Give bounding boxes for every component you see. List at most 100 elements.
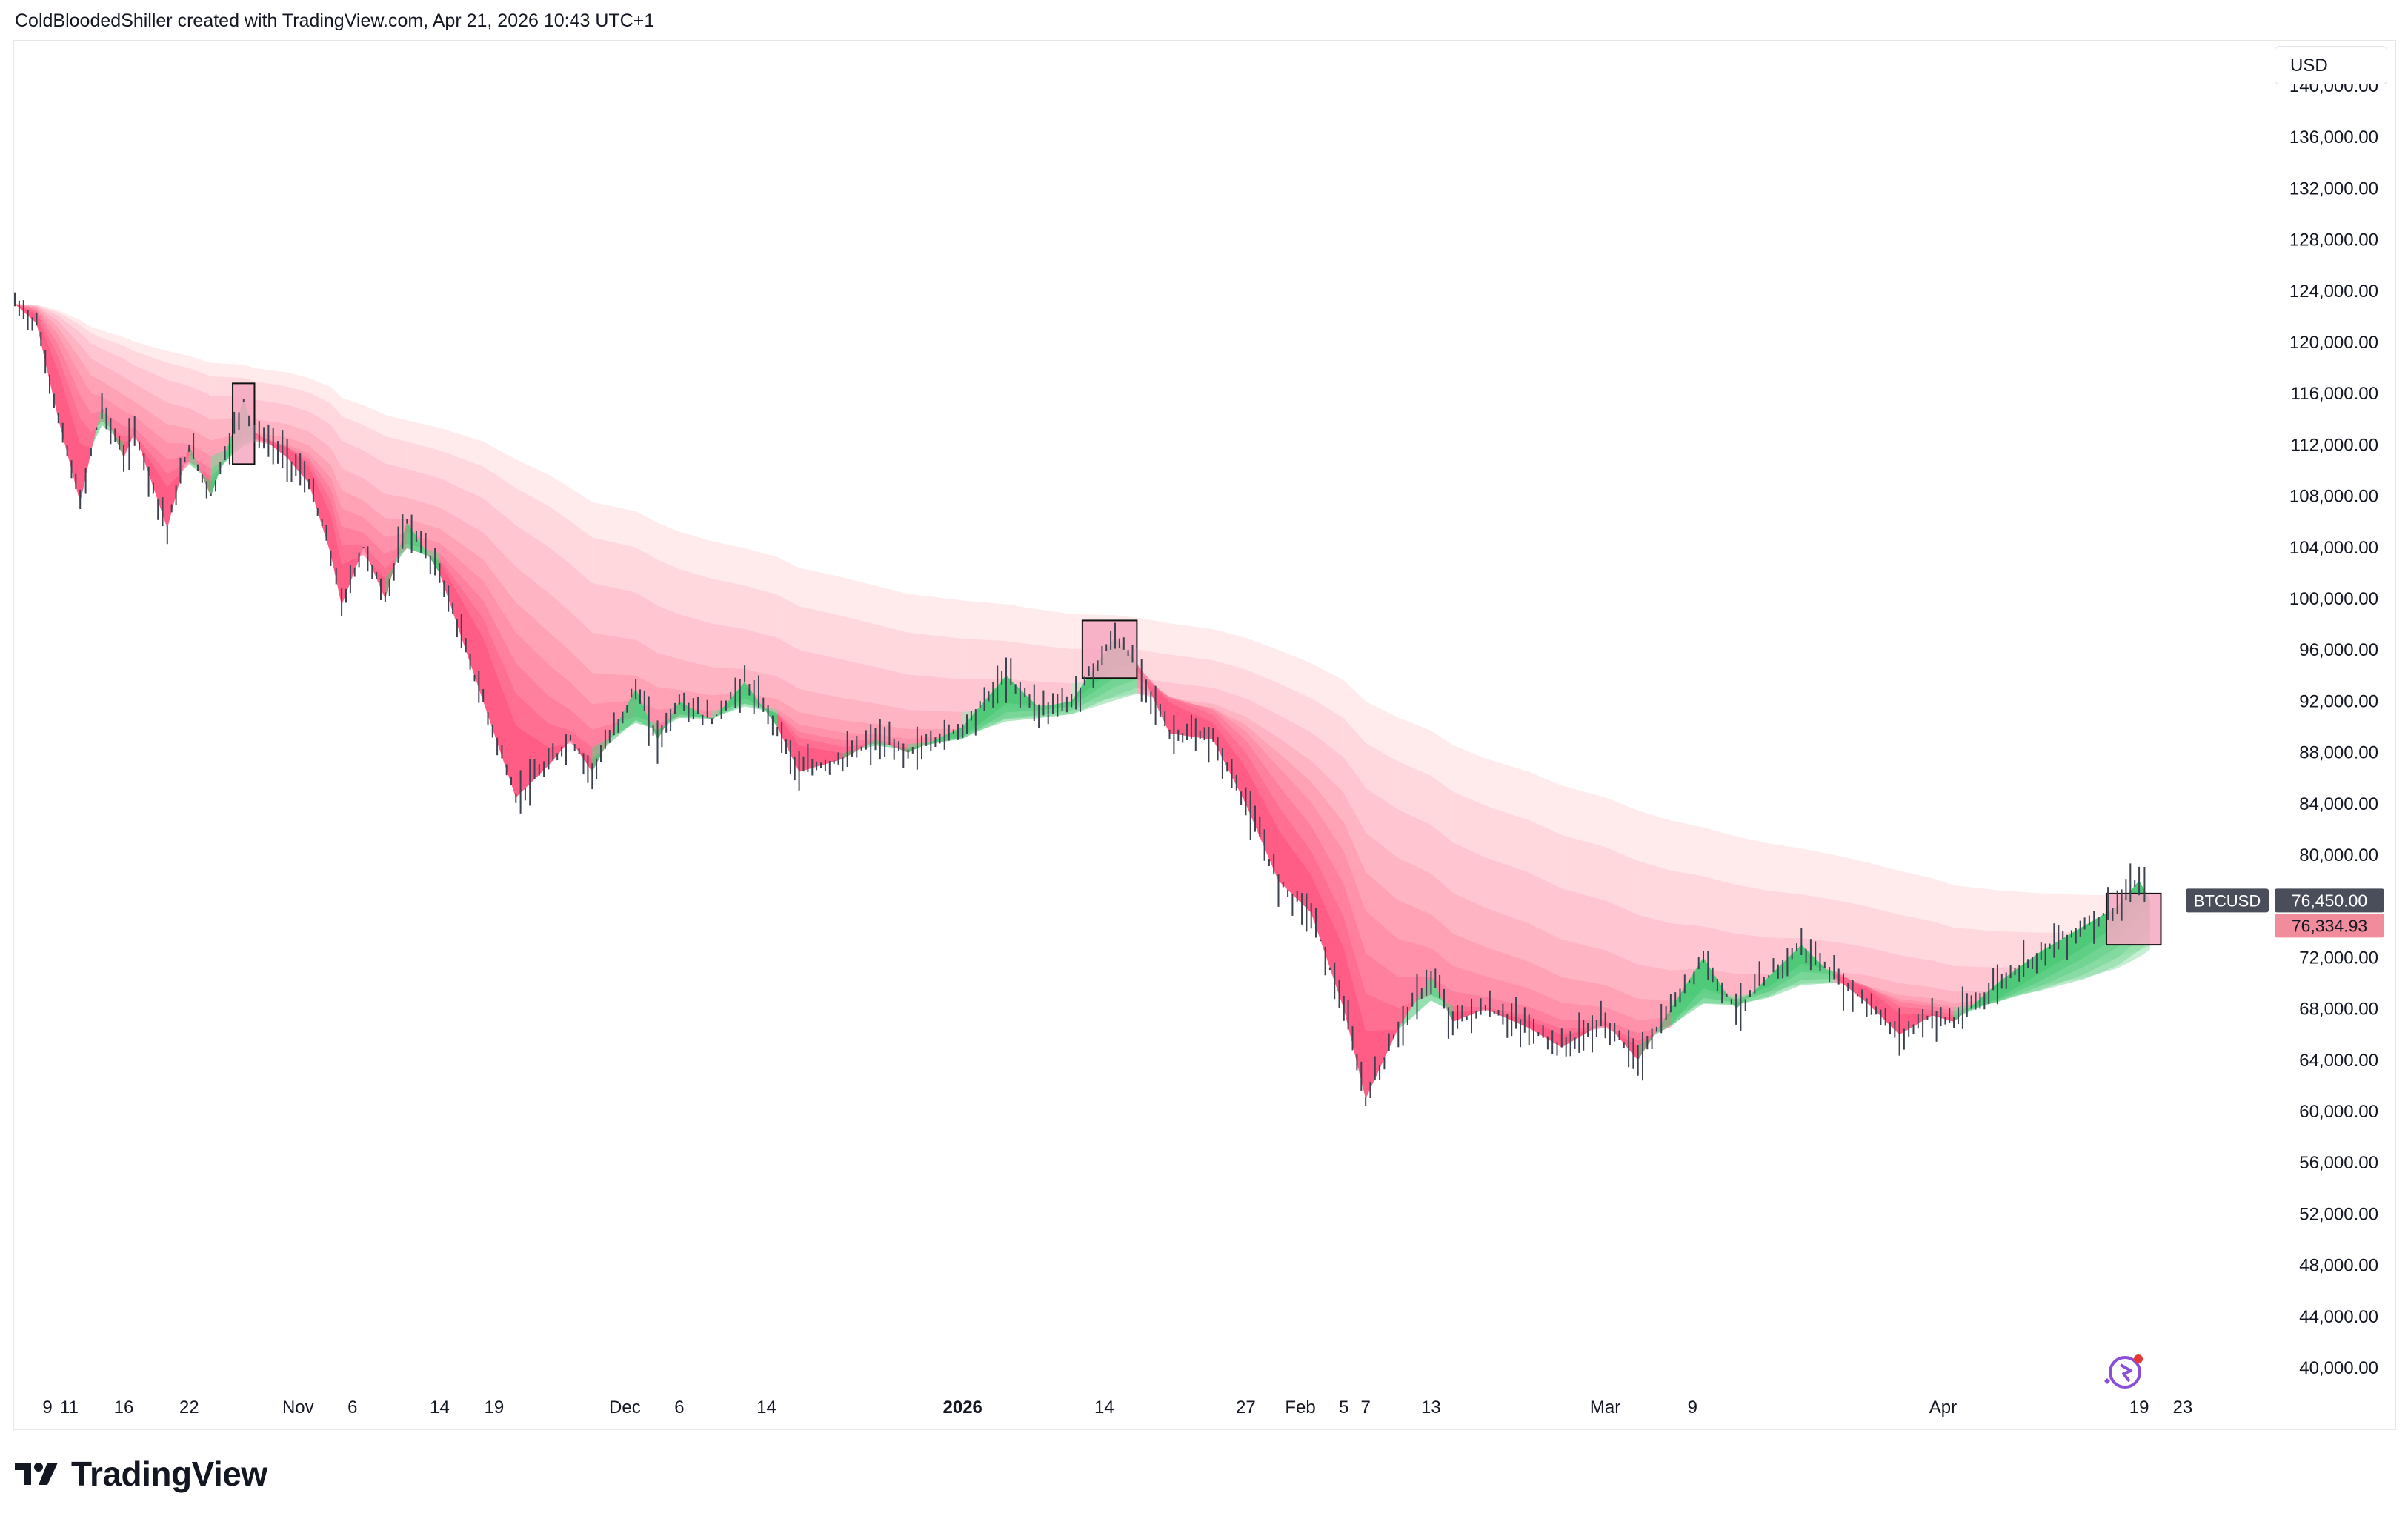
ribbon-band-segment — [799, 745, 843, 772]
time-tick-label: 6 — [674, 1397, 684, 1417]
ribbon-band-segment — [1431, 977, 1453, 1022]
price-tick-label: 112,000.00 — [2291, 435, 2378, 455]
price-tick-label: 132,000.00 — [2289, 179, 2378, 199]
price-tick-label: 100,000.00 — [2289, 589, 2378, 609]
time-tick-label: 27 — [1236, 1397, 1256, 1417]
ribbon-band-segment — [1801, 938, 1835, 977]
ribbon-band-segment — [15, 304, 37, 324]
price-tick-label: 116,000.00 — [2291, 384, 2378, 404]
ribbon-band-segment — [1769, 945, 1802, 988]
price-tick-label: 40,000.00 — [2299, 1358, 2378, 1378]
ribbon-band-segment — [1703, 957, 1737, 1009]
price-tick-label: 64,000.00 — [2299, 1051, 2378, 1071]
price-tick-label: 60,000.00 — [2299, 1102, 2378, 1122]
chart-frame — [13, 40, 2396, 1430]
time-tick-label: 14 — [1094, 1397, 1114, 1417]
time-tick-label: 2026 — [943, 1397, 982, 1417]
ribbon-band-segment — [1736, 977, 1769, 1009]
time-tick-label: 7 — [1361, 1397, 1371, 1417]
ribbon-band-segment — [483, 638, 516, 798]
ribbon-band-segment — [516, 725, 549, 798]
time-tick-label: Nov — [282, 1397, 314, 1417]
ribbon-band-segment — [1637, 1008, 1671, 1060]
ribbon-band-segment — [1769, 937, 1802, 977]
ribbon-band-segment — [254, 432, 287, 458]
ribbon-band-segment — [2041, 925, 2085, 973]
ribbon-band-segment — [330, 514, 342, 605]
secondary-price-badge — [2275, 914, 2384, 938]
ribbon-band-segment — [102, 406, 124, 458]
ribbon-band-segment — [1954, 983, 1998, 1022]
highlight-box[interactable] — [2105, 892, 2162, 946]
price-tick-label: 136,000.00 — [2289, 127, 2378, 147]
time-tick-label: 23 — [2173, 1397, 2193, 1417]
time-tick-label: 13 — [1421, 1397, 1441, 1417]
time-tick-label: Feb — [1285, 1397, 1315, 1417]
ribbon-layer — [15, 304, 2150, 1099]
ribbon-band-segment — [385, 522, 408, 599]
highlight-box[interactable] — [1081, 619, 1138, 679]
ribbon-band-segment — [548, 739, 571, 765]
price-tick-label: 104,000.00 — [2289, 538, 2378, 558]
ribbon-band-segment — [1561, 1021, 1606, 1048]
candle-layer — [14, 292, 2146, 1106]
price-tick-label: 96,000.00 — [2299, 640, 2378, 660]
highlight-box[interactable] — [232, 382, 256, 465]
time-axis: 9 11 16 22 Nov 6 14 19 Dec 6 14 2026 14 27 Feb 5 7 13 Mar 9… — [42, 1397, 2192, 1417]
ribbon-band-segment — [1398, 977, 1431, 1030]
ribbon-band-segment — [167, 445, 190, 528]
ribbon-band-segment — [124, 432, 135, 458]
replay-icon[interactable] — [2104, 1354, 2143, 1389]
time-tick-label: Apr — [1929, 1397, 1957, 1417]
last-price-text: 76,450.00 — [2292, 891, 2367, 910]
tradingview-logo-icon — [15, 1463, 58, 1485]
time-tick-label: 5 — [1339, 1397, 1348, 1417]
ribbon-band-segment — [570, 739, 593, 772]
ribbon-band-segment — [1213, 722, 1246, 804]
ribbon-band-segment — [1039, 701, 1072, 708]
symbol-badge-text: BTCUSD — [2194, 891, 2261, 910]
ribbon-band-segment — [745, 682, 778, 727]
ribbon-band-segment — [1899, 1014, 1932, 1035]
ribbon-band-segment — [1605, 1021, 1638, 1060]
last-price-badge — [2275, 888, 2384, 913]
price-tick-label: 56,000.00 — [2299, 1153, 2378, 1173]
ribbon-band-segment — [1485, 1008, 1529, 1028]
price-tick-label: 84,000.00 — [2299, 794, 2378, 814]
ribbon-band-segment — [134, 432, 167, 528]
time-tick-label: 19 — [485, 1397, 505, 1417]
price-tick-label: 88,000.00 — [2299, 743, 2378, 763]
price-tick-label: 44,000.00 — [2299, 1307, 2378, 1327]
price-badges: BTCUSD 76,450.00 76,334.93 — [2186, 888, 2384, 938]
ribbon-band-segment — [58, 372, 81, 503]
price-axis: 140,000.00136,000.00132,000.00128,000.00… — [2289, 76, 2378, 1378]
time-tick-label: 16 — [114, 1397, 134, 1417]
price-tick-label: 52,000.00 — [2299, 1204, 2378, 1224]
ribbon-band-segment — [189, 445, 211, 496]
price-tick-label: 68,000.00 — [2299, 1000, 2378, 1020]
price-tick-label: 128,000.00 — [2289, 230, 2378, 250]
ribbon-band-segment — [1245, 767, 1279, 881]
ribbon-band-segment — [1529, 1020, 1562, 1048]
time-tick-label: 11 — [60, 1397, 79, 1417]
currency-selector[interactable]: USD — [2275, 46, 2387, 84]
ribbon-band-segment — [1366, 1028, 1399, 1099]
ribbon-band-segment — [1866, 988, 1900, 1035]
brand-name: TradingView — [71, 1455, 267, 1493]
price-tick-label: 80,000.00 — [2299, 845, 2378, 865]
ribbon-band-segment — [1006, 675, 1040, 708]
secondary-price-text: 76,334.93 — [2292, 916, 2367, 935]
ribbon-band-segment — [363, 547, 385, 599]
time-tick-label: Mar — [1590, 1397, 1620, 1417]
ribbon-band-segment — [1452, 1008, 1486, 1022]
ribbon-band-segment — [287, 447, 309, 484]
ribbon-band-segment — [679, 701, 712, 721]
ribbon-band-segment — [342, 547, 364, 605]
ribbon-band-segment — [1278, 829, 1311, 913]
highlight-box-layer — [232, 382, 2162, 946]
brand-footer: TradingView — [15, 1454, 267, 1494]
ribbon-band-segment — [1834, 971, 1867, 1003]
ribbon-band-segment — [1137, 662, 1170, 734]
ribbon-band-segment — [1670, 957, 1703, 1025]
